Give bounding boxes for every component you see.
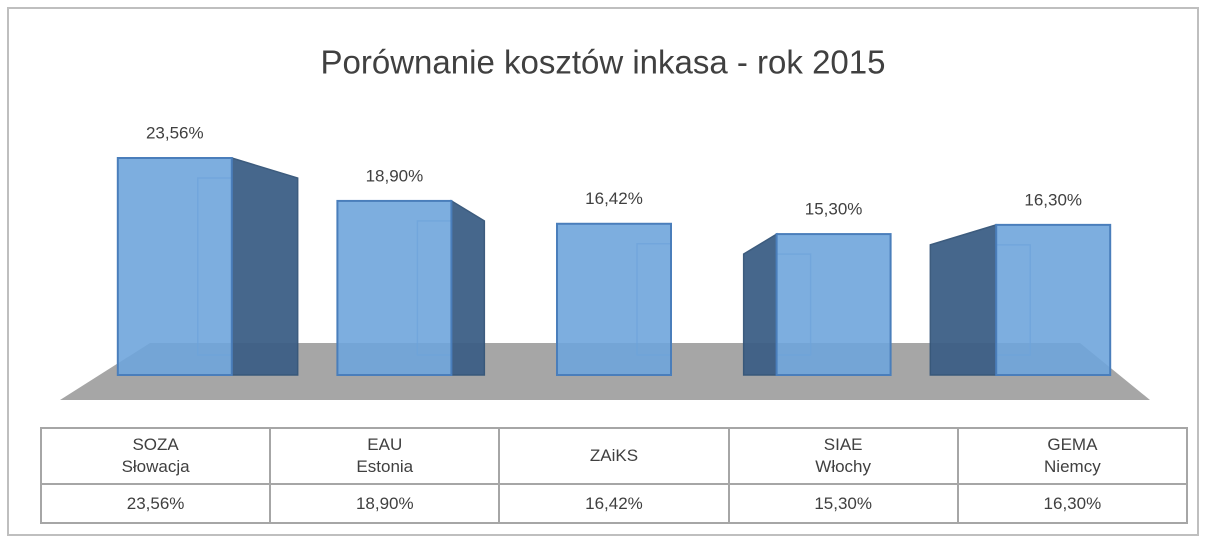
bar — [336, 199, 453, 376]
category-cell: SOZA Słowacja — [39, 427, 272, 485]
bar — [556, 222, 672, 376]
data-label: 16,42% — [585, 189, 643, 208]
category-cell: GEMA Niemcy — [956, 427, 1189, 485]
value-cell: 16,30% — [956, 483, 1189, 524]
bar-side — [742, 232, 778, 376]
data-label: 23,56% — [146, 123, 204, 142]
value-row: 23,56% 18,90% 16,42% 15,30% 16,30% — [39, 483, 1189, 524]
bar — [775, 233, 892, 376]
bar-side — [231, 156, 299, 376]
value-cell: 23,56% — [39, 483, 272, 524]
data-label: 18,90% — [366, 166, 424, 185]
data-label: 16,30% — [1024, 190, 1082, 209]
category-cell: ZAiKS — [498, 427, 730, 485]
category-row: SOZA Słowacja EAU Estonia ZAiKS SIAE Włochy… — [39, 427, 1189, 485]
bar-side — [929, 223, 997, 376]
bar-side — [450, 199, 486, 376]
bars: 23,56% 18,90% 16,42% 15,30% 16,30% — [116, 123, 1112, 376]
chart-title: Porównanie kosztów inkasa - rok 2015 — [321, 44, 886, 81]
data-label: 15,30% — [805, 200, 863, 219]
value-cell: 18,90% — [269, 483, 501, 524]
category-cell: SIAE Włochy — [727, 427, 959, 485]
value-cell: 16,42% — [498, 483, 730, 524]
bar — [995, 223, 1112, 376]
category-cell: EAU Estonia — [269, 427, 501, 485]
bar — [116, 157, 233, 376]
value-cell: 15,30% — [727, 483, 959, 524]
data-table: SOZA Słowacja EAU Estonia ZAiKS SIAE Włochy… — [39, 427, 1189, 524]
chart-border — [7, 7, 1199, 536]
